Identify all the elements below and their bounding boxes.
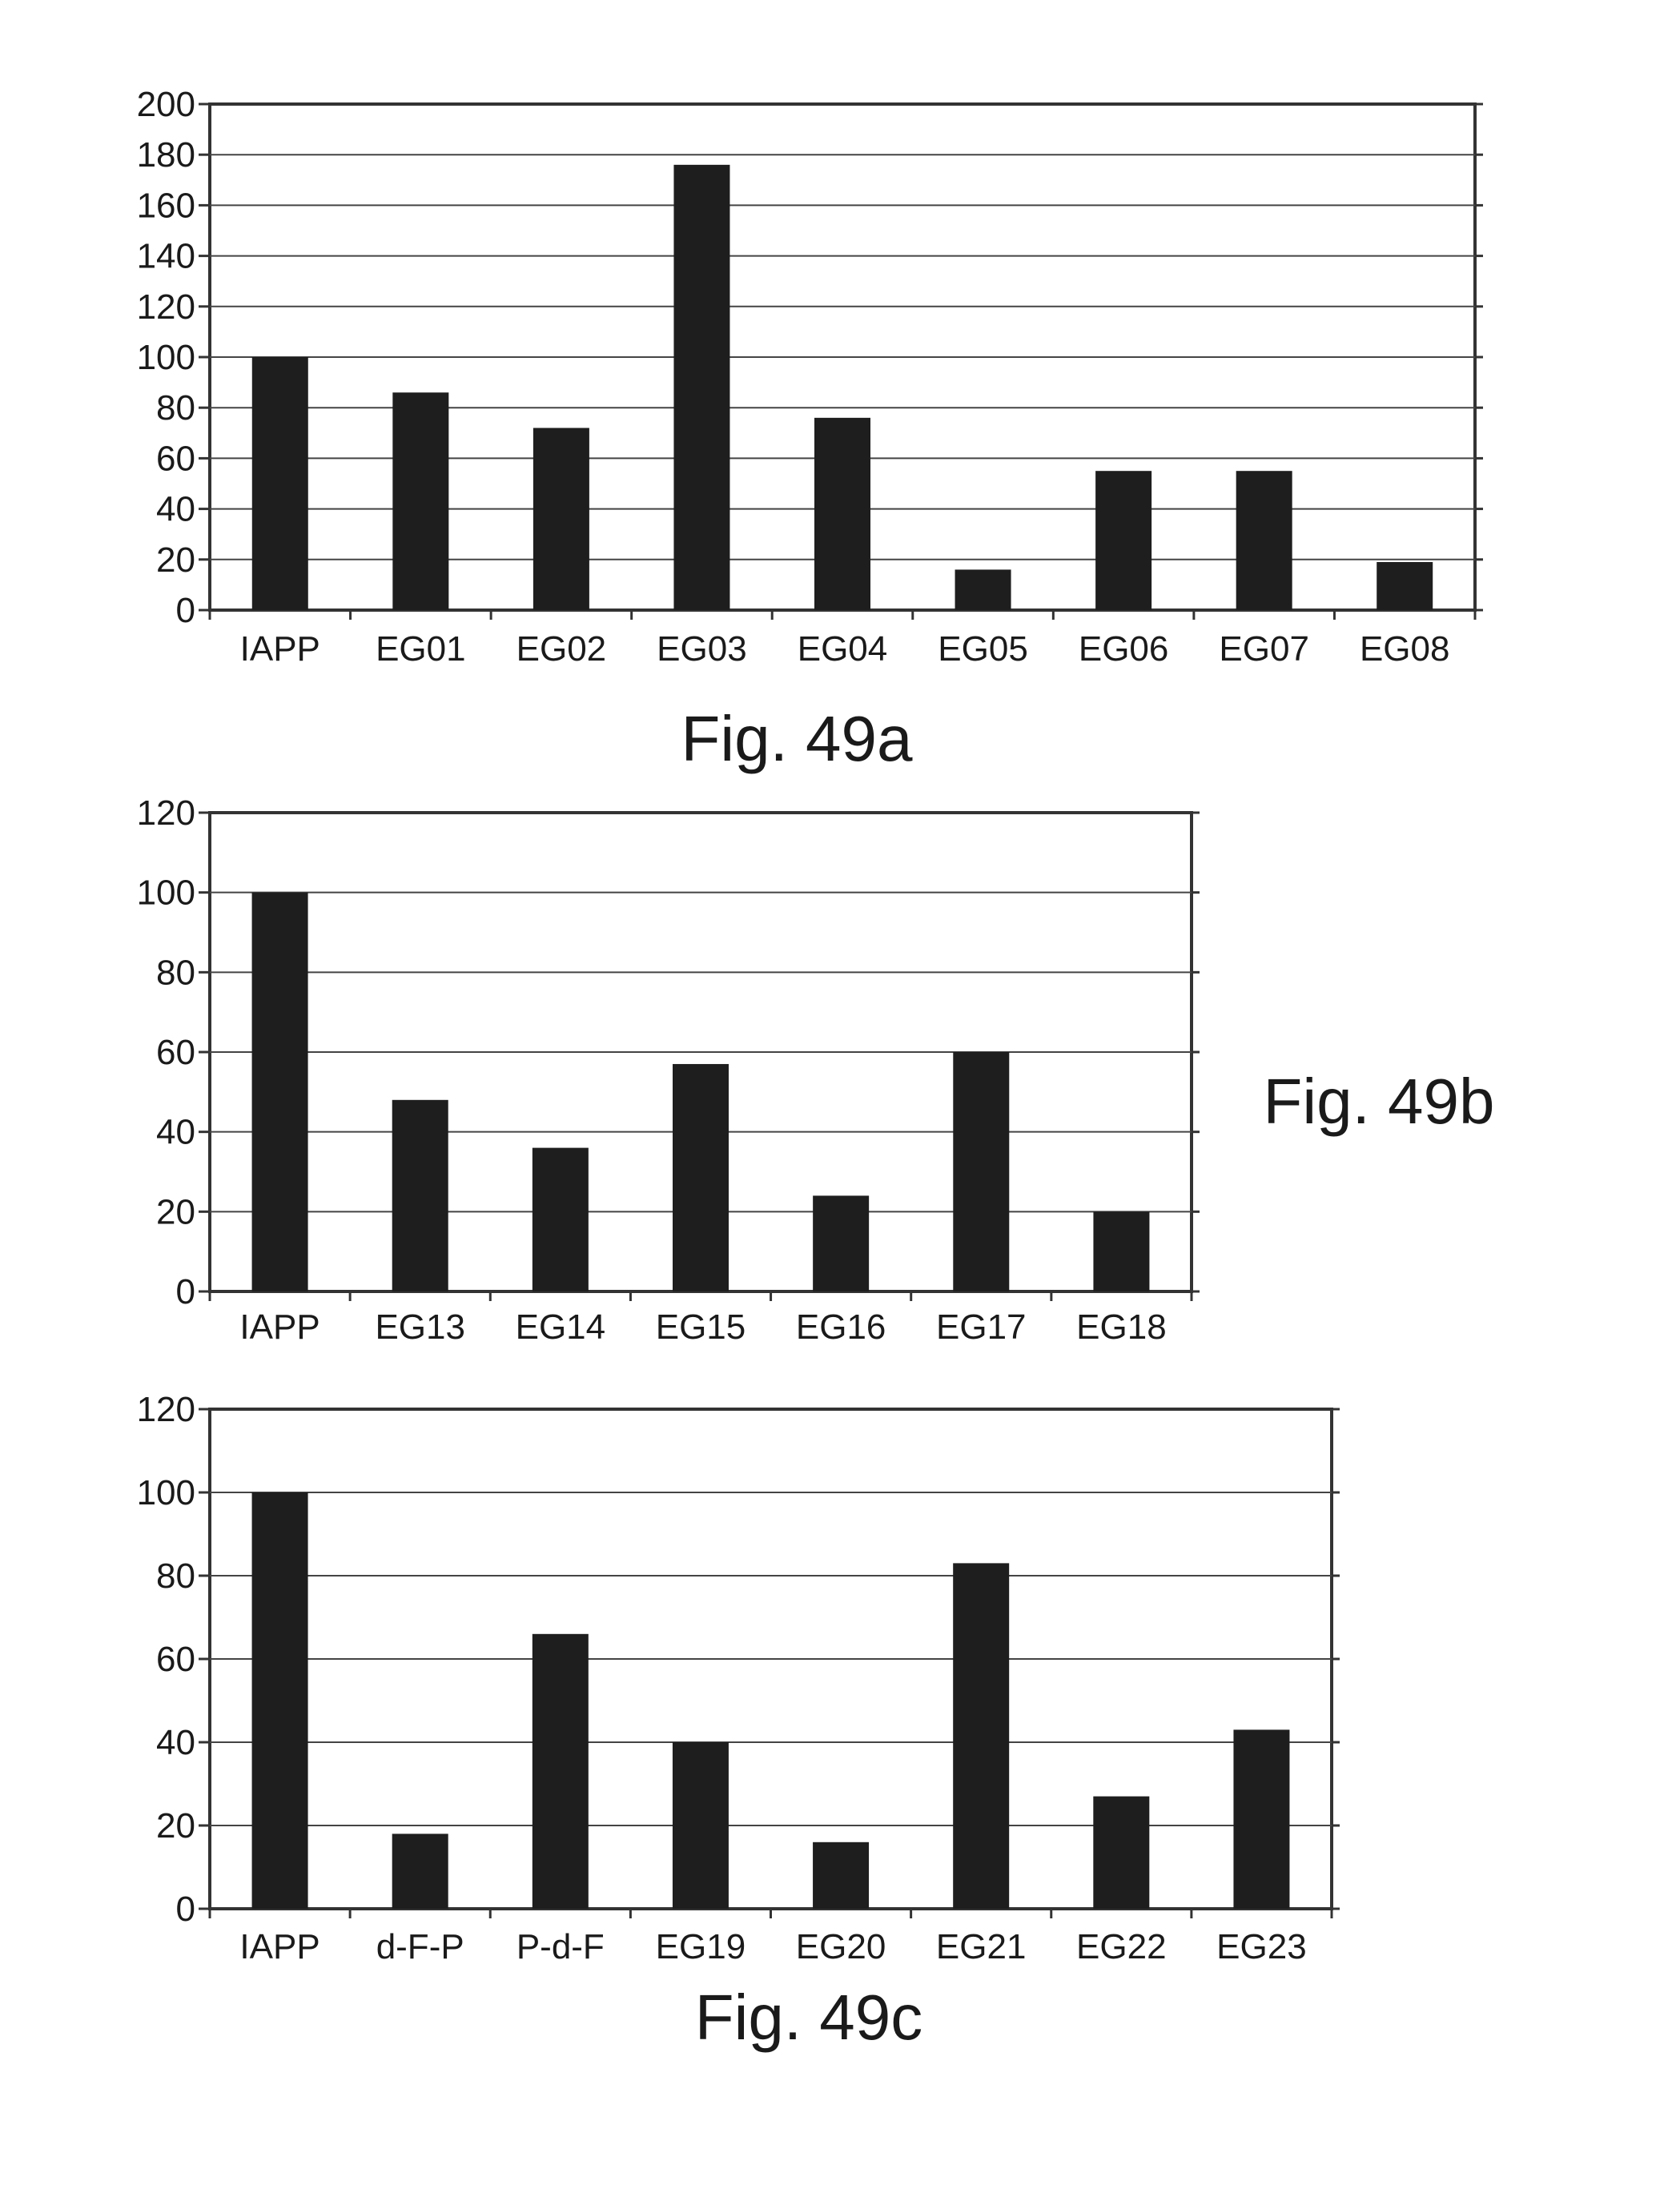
bar-iapp [252,1492,308,1909]
category-label: EG06 [1079,629,1169,669]
category-label: EG05 [938,629,1028,669]
bar-eg17 [953,1052,1009,1291]
y-tick-label: 60 [156,1640,195,1679]
chart-fig-49c: 0 20 40 60 80 100 120 IAPP d-F-P P-d-F EG19 EG20 EG2… [137,1390,1340,2053]
y-tick-label: 100 [137,338,195,377]
bar-eg14 [533,1148,589,1291]
y-tick-label: 80 [156,388,195,428]
bar-eg01 [392,392,448,610]
y-tick-label: 0 [176,1272,195,1311]
bar-eg20 [813,1842,869,1909]
category-label: EG16 [796,1307,886,1347]
y-tick-label: 40 [156,1723,195,1762]
bar-iapp [252,357,308,610]
category-label: EG23 [1216,1927,1307,1966]
bar-eg02 [533,428,589,610]
y-tick-label: 0 [176,591,195,630]
bar-eg04 [814,418,870,610]
category-label: EG07 [1219,629,1309,669]
category-label: d-F-P [376,1927,464,1966]
y-tick-label: 180 [137,135,195,175]
bar-eg05 [955,569,1011,610]
y-tick-label: 160 [137,186,195,225]
bar-eg18 [1093,1211,1149,1291]
bar-eg07 [1236,471,1292,610]
category-label: EG15 [656,1307,746,1347]
y-tick-label: 20 [156,540,195,580]
category-label: EG02 [516,629,607,669]
y-tick-label: 0 [176,1890,195,1929]
category-label: EG03 [657,629,747,669]
figure-caption: Fig. 49a [681,703,913,774]
bar-eg16 [813,1195,869,1291]
category-label: IAPP [239,1927,320,1966]
category-label: EG17 [936,1307,1027,1347]
y-tick-label: 100 [137,1473,195,1512]
bar-eg22 [1093,1797,1149,1909]
y-tick-label: 100 [137,874,195,913]
bar-eg13 [392,1100,448,1291]
y-tick-label: 20 [156,1806,195,1846]
chart-fig-49b: 0 20 40 60 80 100 120 IAPP EG13 EG14 EG15 EG16 EG17 E… [137,793,1495,1347]
bar-iapp [252,893,308,1291]
y-tick-label: 140 [137,237,195,276]
figure-caption: Fig. 49c [695,1982,923,2053]
bar-eg08 [1377,562,1433,610]
y-tick-label: 40 [156,490,195,529]
y-tick-label: 120 [137,287,195,327]
y-tick-label: 40 [156,1113,195,1152]
bar-eg21 [953,1563,1009,1909]
figure-caption: Fig. 49b [1263,1066,1494,1137]
y-tick-label: 200 [137,85,195,124]
category-label: EG18 [1076,1307,1167,1347]
category-label: P-d-F [516,1927,605,1966]
y-tick-label: 60 [156,1033,195,1072]
category-label: IAPP [239,1307,320,1347]
bar-eg23 [1233,1729,1289,1909]
category-label: EG22 [1076,1927,1167,1966]
y-tick-label: 120 [137,1390,195,1429]
category-label: EG19 [656,1927,746,1966]
category-label: EG13 [375,1307,465,1347]
bar-d-f-p [392,1834,448,1909]
category-label: EG08 [1360,629,1450,669]
y-tick-label: 20 [156,1192,195,1231]
category-label: IAPP [240,629,320,669]
category-label: EG20 [796,1927,886,1966]
category-label: EG04 [798,629,888,669]
bar-eg06 [1095,471,1151,610]
bar-eg03 [673,165,729,610]
y-tick-label: 120 [137,793,195,833]
bar-p-d-f [533,1634,589,1909]
y-tick-label: 80 [156,953,195,992]
chart-fig-49a: 0 20 40 60 80 100 120 140 160 180 200 IAPP EG01 EG02 E… [137,85,1483,774]
y-tick-label: 60 [156,439,195,478]
category-label: EG14 [516,1307,606,1347]
category-label: EG21 [936,1927,1027,1966]
category-label: EG01 [376,629,466,669]
bar-eg15 [673,1064,729,1291]
y-tick-label: 80 [156,1556,195,1596]
bar-eg19 [673,1742,729,1909]
